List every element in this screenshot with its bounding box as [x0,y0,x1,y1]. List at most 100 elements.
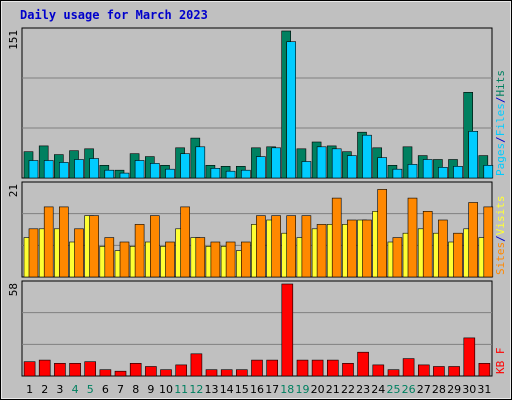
hits-files-bar [210,168,221,179]
visits-sites-bar [89,215,99,278]
day-label: 22 [341,383,355,396]
day-label: 30 [462,383,476,396]
legend-entry: Visits [494,196,507,236]
hits-files-bar [58,162,69,179]
visits-sites-bar [422,211,433,278]
visits-sites-bar [316,224,327,278]
hits-files-bar [104,169,115,179]
kbytes-kb-f-bar [463,337,476,377]
panel-kbytes: 58 [7,280,493,377]
visits-sites-bar [301,215,312,278]
day-label: 26 [402,383,416,396]
ymax-label-kbytes: 58 [7,283,20,296]
day-label: 24 [371,383,385,396]
legend-entry: / [494,235,507,242]
kbytes-kb-f-bar [387,369,400,377]
hits-files-bar [150,163,160,179]
hits-files-bar [119,172,130,179]
kbytes-kb-f-bar [54,362,66,377]
kbytes-kb-f-bar [296,359,309,377]
day-label: 11 [174,383,188,396]
kbytes-kb-f-bar [281,283,294,377]
visits-sites-bar [150,215,160,278]
hits-files-bar [468,131,479,179]
hits-files-bar [362,134,372,179]
ymax-label-hits: 151 [7,30,20,50]
kbytes-kb-f-bar [145,366,157,377]
hits-files-bar [331,148,342,179]
legend-entry: / [494,136,507,143]
chart-title: Daily usage for March 2023 [20,8,208,22]
kbytes-kb-f-bar [205,369,218,377]
legend-entry: F [494,348,507,361]
visits-sites-bar [468,202,479,278]
kbytes-kb-f-bar [160,369,172,377]
visits-sites-bar [438,219,448,278]
day-label: 12 [189,383,203,396]
day-label: 5 [87,383,94,396]
visits-sites-bar [74,228,84,278]
legend-kbytes: KB F [494,348,507,375]
day-label: 27 [417,383,431,396]
hits-files-bar [347,155,357,179]
day-label: 21 [326,383,340,396]
visits-sites-bar [225,241,236,278]
visits-sites-bar [331,197,342,278]
visits-sites-bar [286,215,297,278]
day-label: 20 [311,383,325,396]
legend-entry: Pages [494,143,507,176]
hits-files-bar [256,156,266,179]
kbytes-kb-f-bar [417,364,430,377]
hits-files-bar [438,167,448,179]
day-label: 31 [477,383,491,396]
visits-sites-bar [119,241,130,278]
kbytes-kb-f-bar [372,364,385,377]
visits-sites-bar [483,206,494,278]
visits-sites-bar [347,219,357,278]
visits-sites-bar [407,197,418,278]
visits-sites-bar [256,215,266,278]
day-label: 6 [102,383,109,396]
kbytes-kb-f-bar [402,358,415,377]
kbytes-kb-f-bar [220,369,233,377]
kbytes-kb-f-bar [99,369,112,377]
day-label: 14 [220,383,234,396]
day-label: 2 [41,383,48,396]
day-label: 9 [147,383,154,396]
visits-sites-bar [362,219,372,278]
visits-sites-bar [453,232,463,278]
visits-sites-bar [271,215,281,278]
kbytes-kb-f-bar [251,359,263,377]
kbytes-kb-f-bar [478,362,491,377]
kbytes-kb-f-bar [448,366,460,377]
hits-files-bar [301,161,312,179]
panel-hits: 151 [7,27,494,179]
visits-sites-bar [165,241,175,278]
hits-files-bar [392,168,403,179]
visits-sites-bar [104,237,115,278]
kbytes-kb-f-bar [84,361,96,377]
visits-sites-bar [180,206,190,278]
day-label: 15 [235,383,249,396]
day-label: 29 [447,383,461,396]
legend-entry: KB [494,360,507,374]
kbytes-kb-f-bar [175,364,187,377]
legend-hits: Pages/Files/Hits [494,70,507,176]
kbytes-kb-f-bar [114,370,127,377]
hits-files-bar [134,160,145,179]
ymax-label-visits: 21 [7,184,20,197]
day-label: 18 [280,383,294,396]
visits-sites-bar [43,206,54,278]
hits-files-bar [195,146,206,179]
kbytes-kb-f-bar [129,362,142,377]
visits-sites-bar [58,206,69,278]
day-labels: 1 2 3 4 5 6 7 8 9 10 11 12 13 14 15 16 17 18 19 20 21 22 23 24 2… [26,383,491,396]
hits-files-bar [165,168,175,179]
visits-sites-bar [392,237,403,278]
day-label: 7 [117,383,124,396]
legend-entry: / [494,97,507,104]
kbytes-kb-f-bar [190,353,203,377]
day-label: 13 [205,383,219,396]
legend-entry: Sites [494,242,507,275]
